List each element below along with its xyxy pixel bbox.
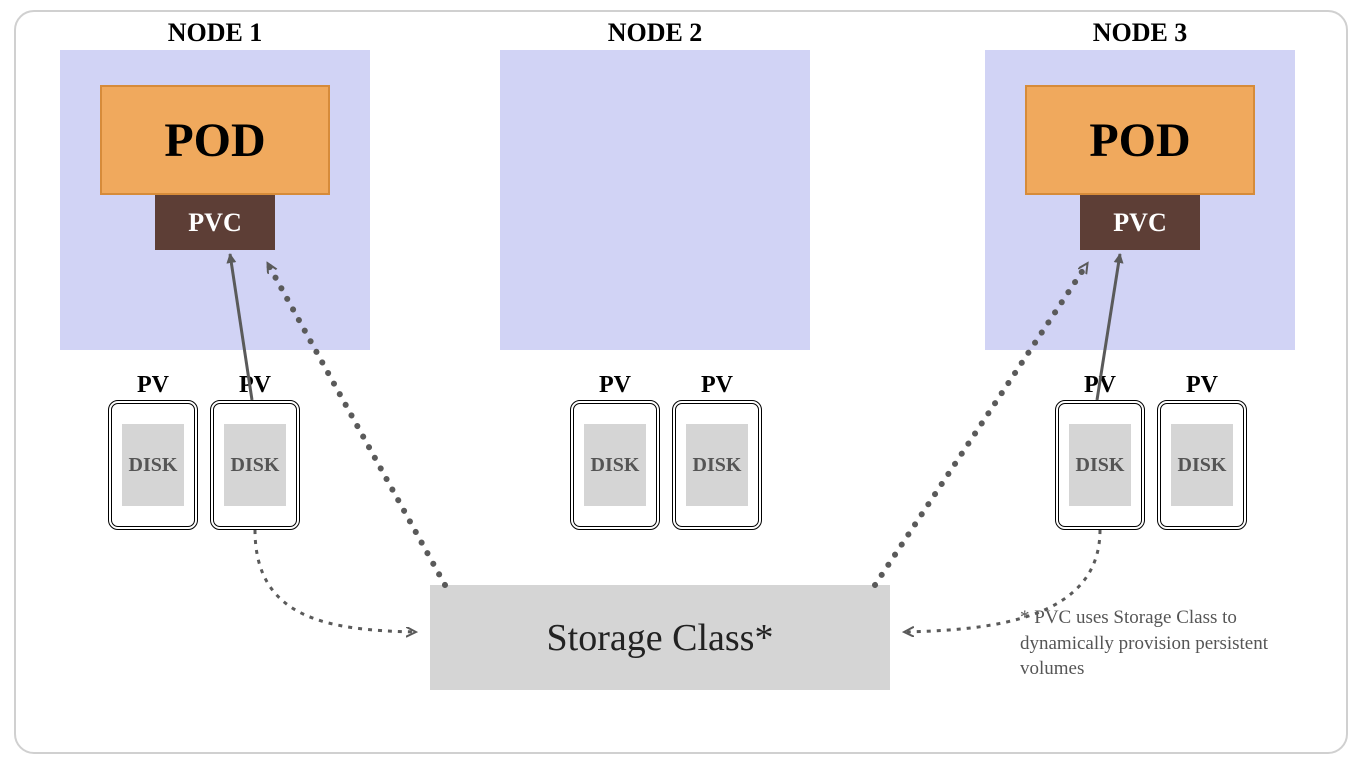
disk-box: DISK bbox=[1171, 424, 1233, 506]
pv-box: DISK bbox=[570, 400, 660, 530]
pvc-box: PVC bbox=[155, 195, 275, 250]
disk-box: DISK bbox=[224, 424, 286, 506]
pv-label: PV bbox=[672, 372, 762, 399]
disk-box: DISK bbox=[122, 424, 184, 506]
pv-box: DISK bbox=[1157, 400, 1247, 530]
pv-box: DISK bbox=[672, 400, 762, 530]
pv-box: DISK bbox=[1055, 400, 1145, 530]
disk-box: DISK bbox=[686, 424, 748, 506]
node-box bbox=[500, 50, 810, 350]
pv-label: PV bbox=[108, 372, 198, 399]
pod-box: POD bbox=[100, 85, 330, 195]
pv-label: PV bbox=[210, 372, 300, 399]
pv-label: PV bbox=[1157, 372, 1247, 399]
node-label: NODE 1 bbox=[60, 18, 370, 48]
node-label: NODE 2 bbox=[500, 18, 810, 48]
disk-box: DISK bbox=[1069, 424, 1131, 506]
pv-box: DISK bbox=[210, 400, 300, 530]
node-label: NODE 3 bbox=[985, 18, 1295, 48]
footnote-text: * PVC uses Storage Class to dynamically … bbox=[1020, 605, 1280, 682]
pv-label: PV bbox=[1055, 372, 1145, 399]
pvc-box: PVC bbox=[1080, 195, 1200, 250]
pv-label: PV bbox=[570, 372, 660, 399]
pv-box: DISK bbox=[108, 400, 198, 530]
storage-class-box: Storage Class* bbox=[430, 585, 890, 690]
disk-box: DISK bbox=[584, 424, 646, 506]
pod-box: POD bbox=[1025, 85, 1255, 195]
